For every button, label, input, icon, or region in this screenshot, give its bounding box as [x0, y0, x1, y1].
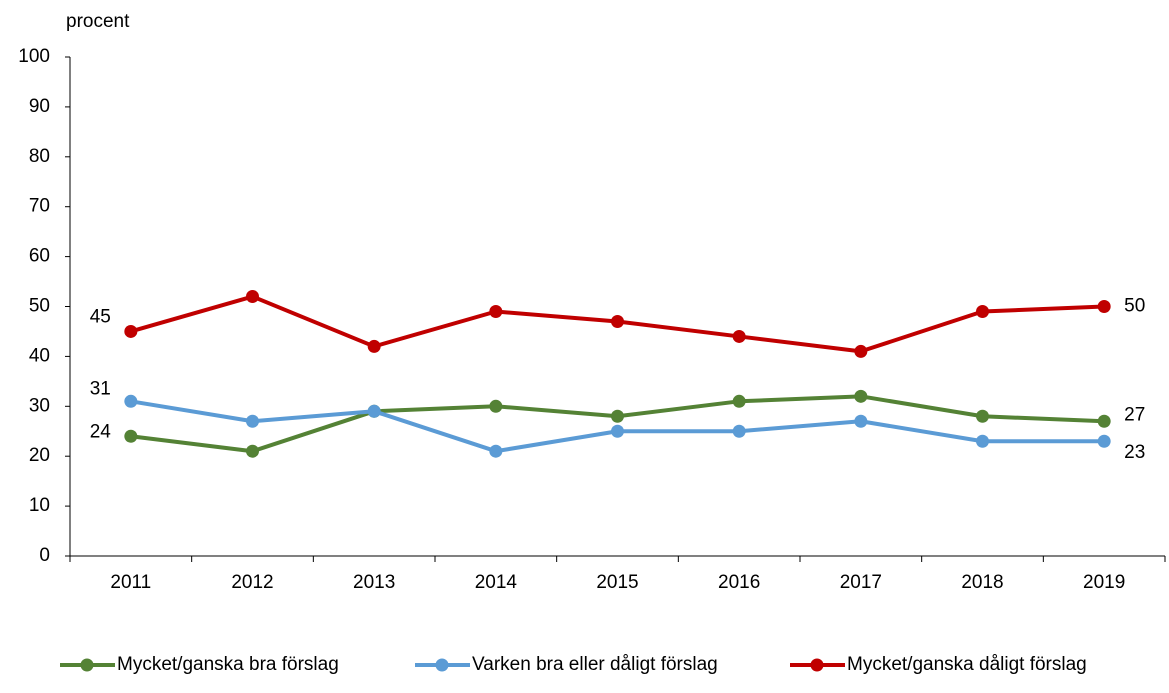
data-point [976, 409, 989, 423]
data-point [489, 444, 503, 458]
legend-marker [435, 658, 449, 672]
x-tick-label: 2011 [110, 572, 151, 593]
data-point [489, 304, 503, 318]
y-tick-label: 90 [29, 96, 50, 117]
x-tick-label: 2018 [961, 572, 1003, 593]
legend-label: Varken bra eller dåligt förslag [472, 654, 718, 675]
data-label: 27 [1124, 404, 1145, 425]
x-tick-label: 2019 [1083, 572, 1125, 593]
x-tick-label: 2013 [353, 572, 395, 593]
data-point [732, 329, 746, 343]
data-point [1097, 434, 1111, 448]
y-axis-label: procent [66, 11, 130, 32]
legend-label: Mycket/ganska bra förslag [117, 654, 339, 675]
legend-label: Mycket/ganska dåligt förslag [847, 654, 1087, 675]
x-tick-label: 2015 [596, 572, 638, 593]
data-point [611, 314, 624, 328]
y-tick-label: 80 [29, 146, 50, 167]
data-point [367, 339, 381, 353]
y-tick-label: 10 [29, 495, 50, 516]
data-label: 31 [90, 378, 111, 399]
data-label: 24 [90, 421, 112, 442]
data-label: 45 [90, 306, 111, 327]
data-label: 23 [1124, 442, 1145, 463]
data-point [124, 394, 138, 408]
x-tick-label: 2014 [475, 572, 518, 593]
y-tick-label: 70 [29, 196, 50, 217]
data-point [611, 409, 624, 423]
data-point [854, 414, 868, 428]
y-tick-label: 60 [29, 246, 50, 267]
data-point [732, 424, 746, 438]
legend-marker [810, 658, 824, 672]
data-point [854, 389, 868, 403]
data-point [976, 434, 989, 448]
x-tick-label: 2012 [231, 572, 273, 593]
data-point [246, 290, 259, 304]
y-tick-label: 100 [18, 46, 50, 67]
data-point [124, 324, 138, 338]
y-tick-label: 40 [29, 345, 50, 366]
data-point [732, 394, 746, 408]
x-tick-label: 2016 [718, 572, 760, 593]
data-point [367, 404, 381, 418]
y-tick-label: 50 [29, 296, 50, 317]
data-point [1097, 414, 1111, 428]
data-point [1097, 300, 1111, 313]
data-point [124, 429, 138, 443]
data-point [489, 399, 503, 413]
x-tick-label: 2017 [840, 572, 882, 593]
series-line [130, 394, 1105, 454]
data-label: 50 [1124, 296, 1145, 317]
y-tick-label: 20 [29, 445, 50, 466]
data-point [976, 304, 989, 318]
data-point [611, 424, 624, 438]
y-tick-label: 30 [29, 395, 50, 416]
legend-marker [80, 658, 94, 672]
data-point [854, 344, 868, 358]
y-tick-label: 0 [39, 545, 50, 566]
data-point [246, 414, 259, 428]
data-point [246, 444, 259, 458]
